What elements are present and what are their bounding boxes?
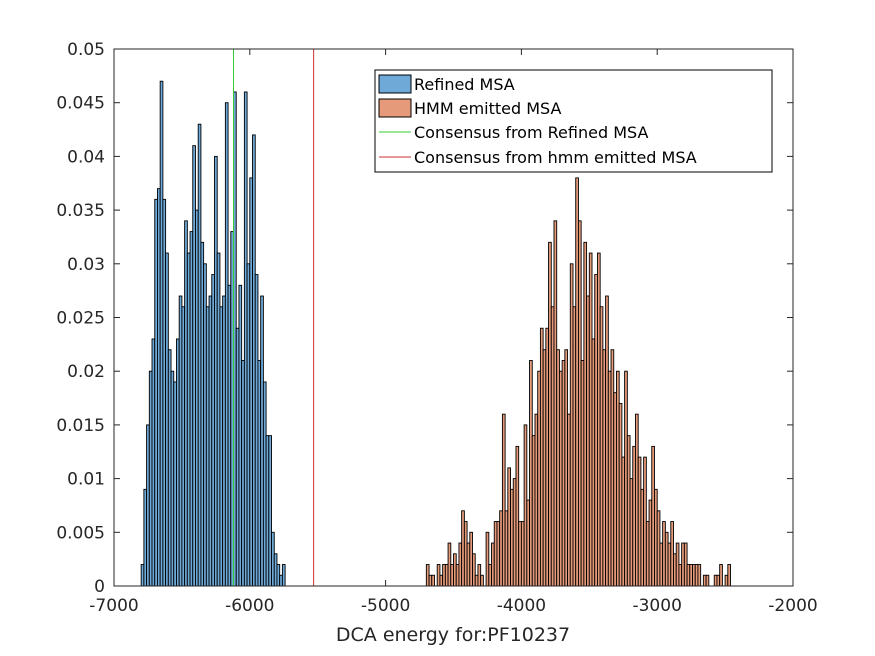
y-tick-label: 0.005 — [56, 523, 105, 543]
y-tick-label: 0.015 — [56, 416, 105, 436]
x-axis-tick-labels: -7000 -6000 -5000 -4000 -3000 -2000 — [89, 596, 817, 616]
legend-label-hmm-emitted-msa: HMM emitted MSA — [414, 99, 561, 118]
x-tick-label: -5000 — [361, 596, 410, 616]
consensus-lines — [233, 49, 315, 586]
hmm-emitted-msa-bar — [480, 574, 484, 587]
y-tick-label: 0.025 — [56, 309, 105, 329]
refined-msa-bar — [281, 564, 286, 587]
x-tick-label: -2000 — [768, 596, 817, 616]
legend-box — [374, 69, 773, 173]
legend-swatch-refined-msa — [378, 74, 412, 94]
y-tick-label: 0.04 — [67, 147, 105, 167]
x-axis-label: DCA energy for:PF10237 — [336, 624, 570, 646]
series-hmm-emitted-msa-bars — [425, 177, 731, 587]
y-tick-label: 0.035 — [56, 201, 105, 221]
x-tick-label: -3000 — [632, 596, 681, 616]
legend-label-refined-msa: Refined MSA — [414, 75, 515, 94]
axis-ticks — [113, 48, 794, 587]
legend: Refined MSA HMM emitted MSA Consensus fr… — [374, 69, 773, 173]
legend-label-consensus-hmm: Consensus from hmm emitted MSA — [414, 148, 697, 167]
y-tick-label: 0.03 — [67, 255, 105, 275]
hmm-emitted-msa-bar — [431, 574, 435, 587]
y-tick-label: 0.01 — [67, 470, 105, 490]
y-tick-label: 0 — [94, 577, 105, 597]
hmm-emitted-msa-bar — [705, 574, 710, 587]
y-axis-tick-labels: 0 0.005 0.01 0.015 0.02 0.025 0.03 0.035 0.04 0.0… — [56, 40, 105, 597]
y-tick-label: 0.02 — [67, 362, 105, 382]
y-tick-label: 0.05 — [67, 40, 105, 60]
x-tick-label: -6000 — [225, 596, 274, 616]
x-tick-label: -7000 — [89, 596, 138, 616]
series-refined-msa-bars — [140, 80, 286, 587]
hmm-emitted-msa-bar — [697, 564, 702, 587]
hmm-emitted-msa-bar — [727, 564, 731, 587]
hmm-emitted-msa-bar — [719, 564, 723, 587]
legend-label-consensus-refined: Consensus from Refined MSA — [414, 123, 648, 142]
y-tick-label: 0.045 — [56, 94, 105, 114]
x-tick-label: -4000 — [497, 596, 546, 616]
legend-swatch-hmm-emitted-msa — [378, 98, 412, 118]
